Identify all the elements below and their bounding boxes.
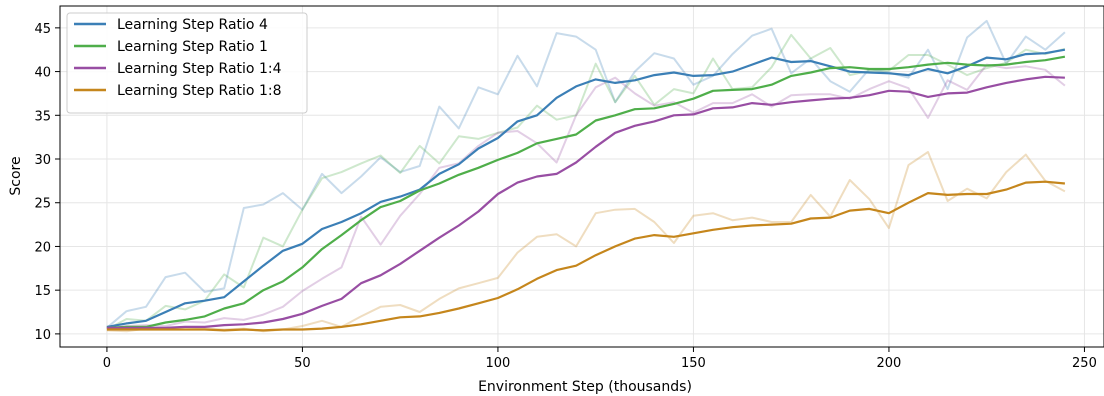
x-tick-label: 200 (877, 356, 902, 371)
x-tick-label: 0 (103, 356, 111, 371)
y-tick-label: 25 (34, 197, 51, 212)
y-tick-label: 35 (34, 109, 51, 124)
y-axis-label: Score (8, 156, 24, 195)
raw-series-line-3 (106, 63, 1066, 330)
legend-box (66, 12, 308, 114)
legend-label-4: Learning Step Ratio 1:8 (117, 83, 281, 99)
legend-label-1: Learning Step Ratio 4 (117, 17, 268, 33)
series-line-4 (106, 180, 1066, 332)
raw-series-lines (106, 19, 1066, 333)
y-tick-label: 20 (34, 240, 51, 255)
x-tick-label: 100 (486, 356, 511, 371)
x-tick-label: 150 (681, 356, 706, 371)
series-line-2 (106, 55, 1066, 329)
y-tick-label: 45 (34, 22, 51, 37)
raw-series-line-1 (106, 19, 1066, 329)
y-tick-label: 10 (34, 328, 51, 343)
raw-series-line-4 (106, 151, 1066, 333)
series-line-1 (106, 48, 1066, 328)
x-axis-label: Environment Step (thousands) (478, 379, 692, 395)
legend: Learning Step Ratio 4 Learning Step Ratio… (66, 12, 308, 114)
plot-frame (59, 5, 1104, 348)
legend-label-2: Learning Step Ratio 1 (117, 39, 268, 55)
x-tick-label: 250 (1072, 356, 1097, 371)
series-line-3 (106, 75, 1065, 329)
x-tick-label: 50 (294, 356, 311, 371)
legend-label-3: Learning Step Ratio 1:4 (117, 61, 282, 77)
smoothed-series-lines (106, 48, 1066, 332)
y-axis-ticks: 10 15 20 25 30 35 40 45 (34, 22, 60, 343)
y-tick-label: 30 (34, 153, 51, 168)
y-tick-label: 40 (34, 66, 51, 81)
x-axis-ticks: 0 50 100 150 200 250 (103, 347, 1097, 371)
y-tick-label: 15 (34, 284, 51, 299)
raw-series-line-2 (106, 33, 1066, 331)
